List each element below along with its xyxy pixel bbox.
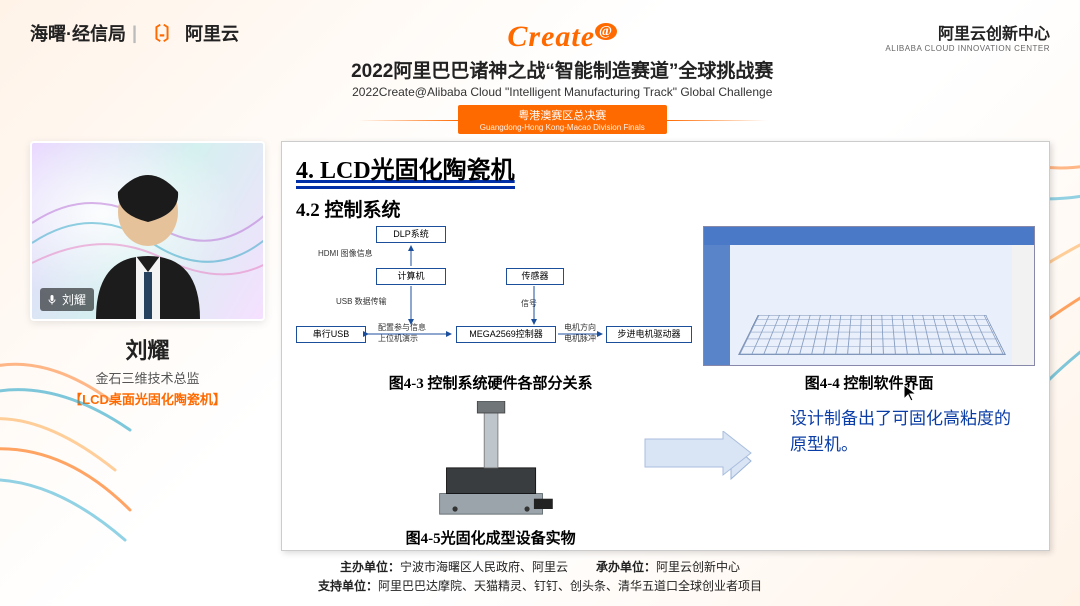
division-cn: 粤港澳赛区总决赛 — [518, 110, 606, 122]
right-logo: 阿里云创新中心 ALIBABA CLOUD INNOVATION CENTER — [885, 20, 1050, 53]
slide-right-column: 图4-4 控制软件界面 设计制备出了可固化高粘度的原型机。 — [703, 226, 1035, 548]
org-aliyun: 阿里云 — [185, 20, 239, 46]
event-title-en: 2022Create@Alibaba Cloud "Intelligent Ma… — [239, 85, 885, 99]
aliyun-icon: 〔-〕 — [143, 20, 179, 46]
sw-build-plate-grid — [738, 315, 1006, 355]
header: 海曙·经信局 | 〔-〕 阿里云 Create@ 2022阿里巴巴诸神之战“智能… — [0, 0, 1080, 135]
slide-section-title: 4. LCD光固化陶瓷机 — [296, 158, 515, 184]
caption-4-3: 图4-3 控制系统硬件各部分关系 — [296, 372, 685, 393]
diagram-connectors — [296, 226, 685, 366]
sw-titlebar — [704, 227, 1034, 245]
video-name-tag: 刘耀 — [40, 288, 94, 311]
slide-subsection-title: 4.2 控制系统 — [296, 195, 1035, 222]
name-tag-text: 刘耀 — [62, 291, 86, 308]
device-photo — [384, 401, 598, 521]
callout-text: 设计制备出了可固化高粘度的原型机。 — [790, 406, 1025, 457]
center-title-block: Create@ 2022阿里巴巴诸神之战“智能制造赛道”全球挑战赛 2022Cr… — [239, 20, 885, 135]
callout-arrow — [643, 431, 753, 491]
speaker-silhouette — [78, 164, 218, 319]
mic-icon — [46, 294, 58, 306]
division-badge: 粤港澳赛区总决赛 Guangdong-Hong Kong-Macao Divis… — [458, 105, 667, 134]
slide-panel: 4. LCD光固化陶瓷机 4.2 控制系统 DLP系统 HDMI 图像信息 计算… — [281, 141, 1050, 551]
division-en: Guangdong-Hong Kong-Macao Division Final… — [480, 123, 645, 132]
event-title-cn: 2022阿里巴巴诸神之战“智能制造赛道”全球挑战赛 — [239, 56, 885, 83]
footer: 主办单位：宁波市海曙区人民政府、阿里云 承办单位：阿里云创新中心 支持单位：阿里… — [0, 556, 1080, 594]
slide-left-column: DLP系统 HDMI 图像信息 计算机 USB 数据传输 串行USB 传感器 信… — [296, 226, 685, 548]
host-label: 主办单位： — [340, 560, 400, 574]
right-logo-en: ALIBABA CLOUD INNOVATION CENTER — [885, 44, 1050, 53]
right-logo-cn: 阿里云创新中心 — [885, 20, 1050, 44]
support-label: 支持单位： — [318, 579, 378, 593]
logo-divider: | — [132, 23, 137, 44]
block-diagram: DLP系统 HDMI 图像信息 计算机 USB 数据传输 串行USB 传感器 信… — [296, 226, 685, 366]
software-screenshot — [703, 226, 1035, 366]
org-haishu: 海曙·经信局 — [30, 20, 126, 46]
host-value: 宁波市海曙区人民政府、阿里云 — [400, 560, 568, 574]
caption-4-5: 图4-5光固化成型设备实物 — [296, 527, 685, 548]
create-logo: Create@ — [239, 20, 885, 54]
caption-4-4: 图4-4 控制软件界面 — [703, 372, 1035, 393]
cursor-icon — [903, 384, 917, 402]
support-value: 阿里巴巴达摩院、天猫精灵、钉钉、创头条、清华五道口全球创业者项目 — [378, 579, 762, 593]
sw-left-toolbar — [704, 245, 730, 365]
left-logo-group: 海曙·经信局 | 〔-〕 阿里云 — [30, 20, 239, 46]
org-label: 承办单位： — [596, 560, 656, 574]
org-value: 阿里云创新中心 — [656, 560, 740, 574]
sw-right-toolbar — [1012, 245, 1034, 365]
deco-left — [0, 340, 150, 560]
speaker-video[interactable]: 刘耀 — [30, 141, 265, 321]
